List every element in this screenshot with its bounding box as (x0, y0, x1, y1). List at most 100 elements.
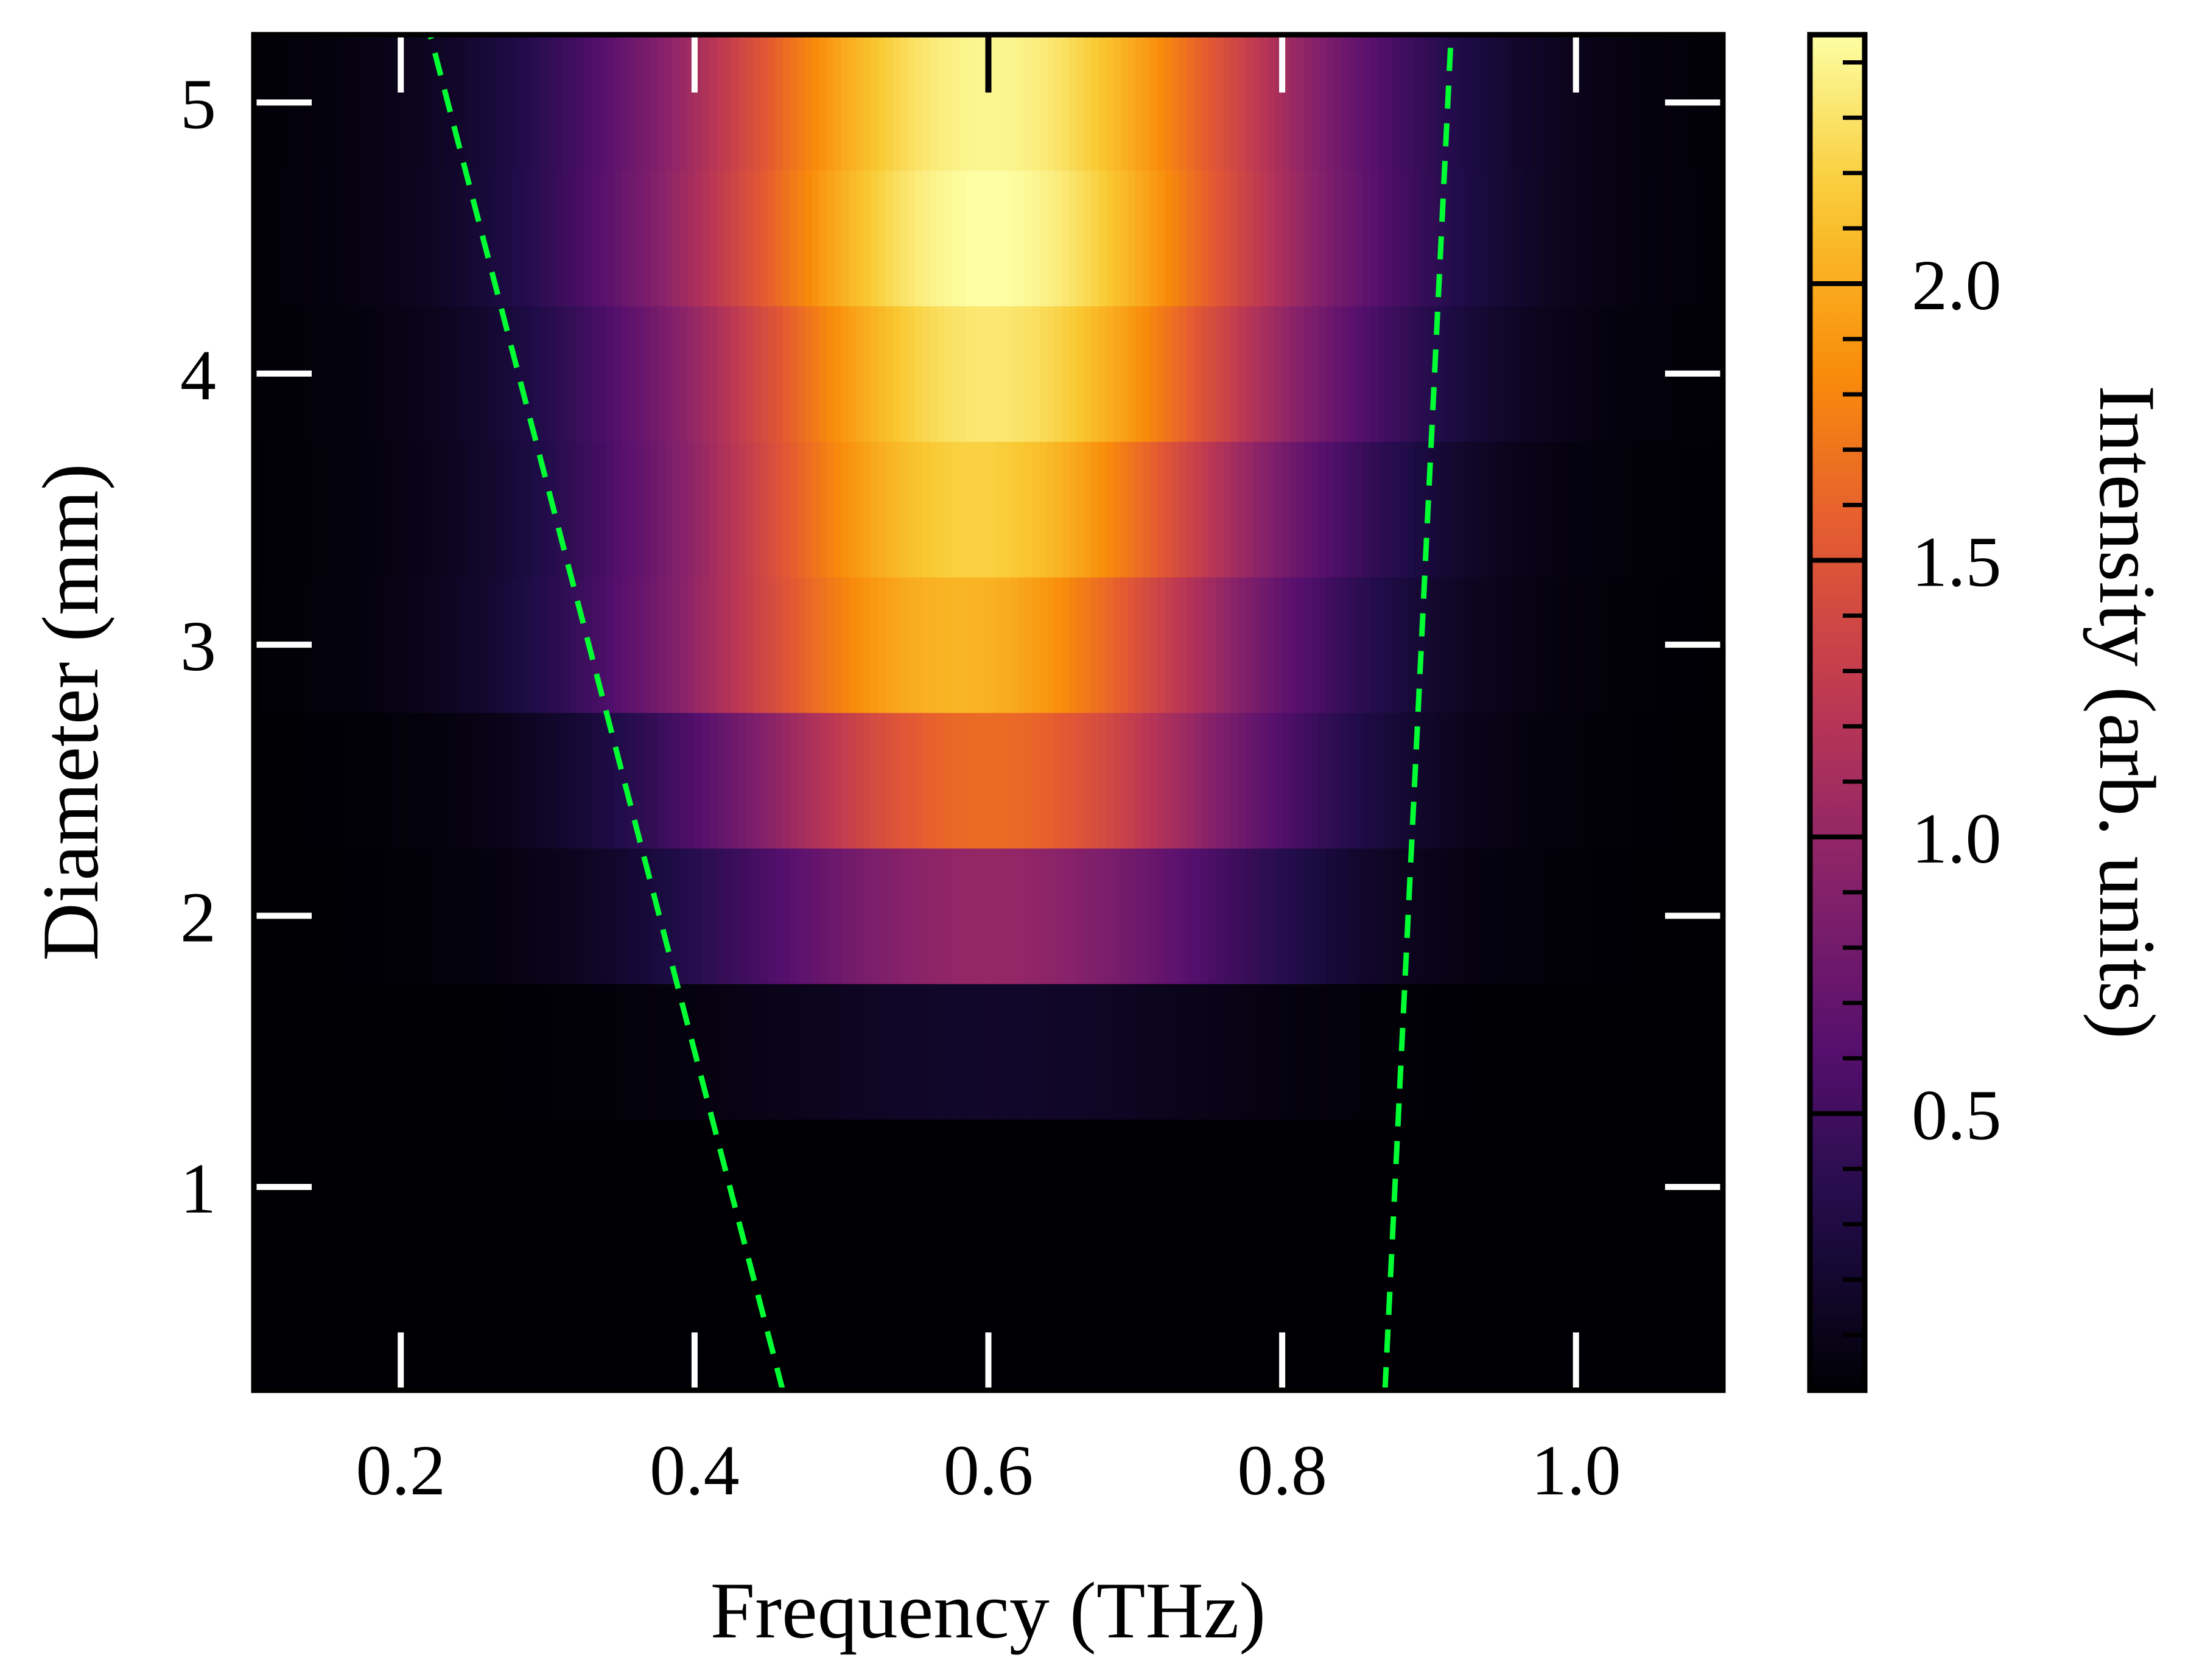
heatmap-cell (1223, 712, 1232, 849)
heatmap-cell (1583, 170, 1591, 307)
heatmap-cell (334, 1255, 343, 1390)
colorbar-gradient (1810, 35, 1865, 1390)
heatmap-cell (1319, 576, 1327, 713)
heatmap-cell (466, 1255, 475, 1390)
heatmap-cell (540, 1119, 549, 1256)
heatmap-cell (1671, 170, 1680, 307)
heatmap-cell (768, 1255, 776, 1390)
heatmap-cell (1613, 983, 1621, 1120)
heatmap-cell (1297, 848, 1305, 984)
heatmap-cell (1458, 712, 1467, 849)
heatmap-cell (1502, 306, 1510, 442)
heatmap-cell (1127, 35, 1136, 171)
heatmap-cell (1590, 441, 1599, 578)
heatmap-cell (363, 1119, 372, 1256)
heatmap-cell (1385, 983, 1393, 1120)
heatmap-cell (1017, 848, 1026, 984)
heatmap-cell (1010, 441, 1019, 578)
heatmap-cell (371, 441, 379, 578)
heatmap-cell (952, 848, 960, 984)
heatmap-cell (1223, 170, 1232, 307)
heatmap-cell (1120, 35, 1129, 171)
heatmap-cell (1039, 35, 1048, 171)
heatmap-cell (1613, 576, 1621, 713)
heatmap-cell (1370, 306, 1378, 442)
heatmap-cell (694, 1119, 703, 1256)
heatmap-cell (1032, 441, 1040, 578)
heatmap-cell (1098, 1119, 1107, 1256)
heatmap-cell (363, 983, 372, 1120)
heatmap-cell (1407, 170, 1415, 307)
heatmap-cell (1341, 1119, 1349, 1256)
heatmap-cell (782, 848, 791, 984)
heatmap-cell (1443, 1119, 1452, 1256)
heatmap-cell (959, 712, 967, 849)
heatmap-cell (1546, 170, 1555, 307)
heatmap-cell (900, 170, 908, 307)
heatmap-cell (482, 983, 489, 1120)
heatmap-cell (496, 441, 505, 578)
heatmap-cell (1047, 576, 1055, 713)
heatmap-cell (614, 576, 622, 713)
heatmap-cell (746, 170, 754, 307)
heatmap-cell (1230, 576, 1239, 713)
heatmap-cell (717, 170, 724, 307)
heatmap-cell (415, 35, 424, 171)
heatmap-cell (1201, 35, 1210, 171)
heatmap-cell (401, 306, 409, 442)
heatmap-cell (379, 1255, 387, 1390)
heatmap-cell (1400, 712, 1408, 849)
heatmap-cell (1700, 983, 1709, 1120)
heatmap-cell (1473, 1255, 1481, 1390)
heatmap-cell (496, 848, 505, 984)
heatmap-cell (1370, 1255, 1378, 1390)
heatmap-cell (1451, 712, 1459, 849)
heatmap-cell (1649, 848, 1658, 984)
heatmap-cell (474, 441, 482, 578)
heatmap-cell (1084, 35, 1092, 171)
heatmap-cell (1605, 576, 1613, 713)
heatmap-cell (1032, 983, 1040, 1120)
heatmap-cell (679, 441, 688, 578)
heatmap-cell (518, 576, 527, 713)
heatmap-cell (1649, 1119, 1658, 1256)
heatmap-cell (937, 170, 945, 307)
heatmap-cell (849, 712, 857, 849)
heatmap-cell (628, 1255, 637, 1390)
heatmap-cell (1311, 983, 1320, 1120)
heatmap-cell (444, 576, 453, 713)
heatmap-cell (981, 983, 989, 1120)
heatmap-cell (1297, 35, 1305, 171)
heatmap-cell (1282, 306, 1290, 442)
heatmap-cell (386, 306, 394, 442)
heatmap-cell (657, 306, 666, 442)
heatmap-cell (371, 848, 379, 984)
heatmap-cell (929, 1119, 938, 1256)
heatmap-cell (474, 306, 482, 442)
heatmap-cell (379, 35, 387, 171)
heatmap-cell (1495, 441, 1503, 578)
heatmap-cell (1142, 576, 1151, 713)
heatmap-cell (584, 712, 592, 849)
heatmap-cell (937, 441, 945, 578)
heatmap-cell (444, 1119, 453, 1256)
heatmap-cell (518, 712, 527, 849)
heatmap-cell (1311, 170, 1320, 307)
heatmap-cell (914, 35, 923, 171)
heatmap-cell (1289, 306, 1298, 442)
heatmap-cell (334, 848, 343, 984)
heatmap-cell (1311, 306, 1320, 442)
heatmap-cell (1135, 712, 1143, 849)
heatmap-cell (342, 1119, 350, 1256)
heatmap-cell (944, 306, 952, 442)
heatmap-cell (1554, 306, 1562, 442)
x-tick-label: 0.2 (356, 1430, 446, 1510)
heatmap-cell (1076, 983, 1085, 1120)
heatmap-cell (1605, 848, 1613, 984)
heatmap-cell (988, 576, 997, 713)
heatmap-cell (327, 35, 335, 171)
x-axis-label: Frequency (THz) (710, 1566, 1266, 1655)
heatmap-cell (1487, 848, 1496, 984)
heatmap-cell (1370, 576, 1378, 713)
heatmap-cell (1267, 1255, 1275, 1390)
